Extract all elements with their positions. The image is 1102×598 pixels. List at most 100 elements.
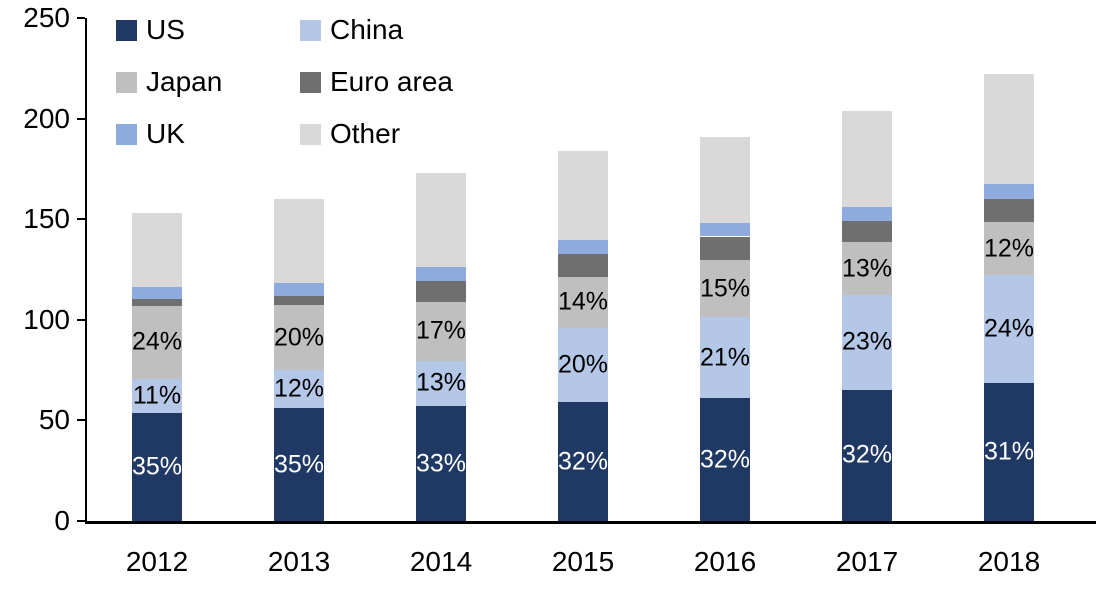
bar-label-china: 24% [983,314,1035,343]
bar-segment-other [132,213,182,287]
bar-segment-uk [700,223,750,237]
bar-segment-japan [700,259,750,318]
bar-segment-us [700,398,750,521]
legend-item-japan: Japan [116,68,222,96]
bar-label-japan: 24% [131,327,183,356]
legend-item-us: US [116,16,185,44]
bar-segment-other [558,150,608,240]
bar-segment-china [132,379,182,414]
bar-segment-euro-area [558,254,608,277]
legend-label-china: China [330,14,404,45]
legend-item-uk: UK [116,120,185,148]
legend-item-other: Other [300,120,400,148]
bar-segment-euro-area [274,295,324,306]
bar-segment-japan [558,276,608,329]
x-axis-line [85,521,1096,524]
bar-label-china: 13% [415,368,467,397]
legend-label-uk: UK [146,118,185,149]
y-tick-mark [77,17,85,19]
bar-segment-other [416,172,466,267]
bar-segment-japan [416,301,466,361]
legend-swatch-other [300,123,321,145]
legend-swatch-euro-area [300,71,321,93]
legend-swatch-japan [116,71,137,93]
bar-segment-china [700,317,750,399]
bar-segment-other [274,199,324,283]
bar-label-japan: 12% [983,234,1035,263]
bar-label-japan: 20% [273,323,325,351]
bar-segment-china [274,369,324,409]
bar-segment-japan [984,221,1034,276]
legend-label-us: US [146,14,185,45]
x-tick-label: 2018 [977,546,1041,577]
legend-item-china: China [300,16,403,44]
bar-label-us: 33% [415,449,467,478]
x-tick-label: 2012 [125,546,189,577]
bar-label-japan: 14% [557,287,609,316]
y-tick-label: 250 [23,2,70,33]
legend-label-euro-area: Euro area [330,66,453,97]
bar-segment-us [274,408,324,521]
x-tick-label: 2017 [835,546,899,577]
bar-segment-china [842,295,892,390]
y-tick-mark [77,117,85,120]
y-tick-label: 50 [38,404,70,436]
bar-segment-other [984,74,1034,184]
legend-item-euro-area: Euro area [300,68,453,96]
bar-segment-japan [842,241,892,296]
x-tick-label: 2015 [551,546,615,577]
bar-segment-euro-area [984,199,1034,222]
bar-segment-uk [416,266,466,281]
bar-label-us: 31% [983,437,1035,466]
bar-label-china: 20% [557,350,609,379]
bar-segment-us [132,413,182,521]
bar-segment-us [558,402,608,521]
bar-label-us: 32% [841,440,893,469]
bar-segment-china [558,328,608,403]
bar-segment-uk [984,183,1034,200]
bar-segment-us [416,406,466,521]
bar-segment-japan [274,305,324,370]
legend-swatch-china [300,19,321,41]
bar-segment-uk [132,287,182,300]
y-tick-mark [77,520,85,522]
bar-segment-euro-area [132,299,182,306]
y-tick-label: 100 [23,303,70,335]
bar-label-china: 11% [132,381,182,410]
bar-label-us: 35% [273,450,325,479]
legend-swatch-uk [116,123,137,145]
y-tick-mark [77,419,85,422]
legend-swatch-us [116,19,137,41]
bar-segment-uk [274,282,324,296]
bar-label-japan: 13% [841,254,893,283]
bar-segment-us [842,389,892,521]
y-tick-label: 200 [23,102,70,134]
bar-label-us: 35% [131,452,183,481]
bar-label-us: 32% [557,447,609,476]
bar-segment-euro-area [700,236,750,260]
x-tick-label: 2014 [409,546,473,577]
bar-segment-other [842,110,892,208]
bar-label-us: 32% [699,445,751,474]
bar-label-japan: 17% [415,316,467,345]
bar-label-china: 23% [841,327,893,356]
legend-label-japan: Japan [146,66,223,97]
bar-label-china: 21% [699,343,751,372]
bar-segment-euro-area [842,221,892,242]
bar-label-japan: 15% [699,274,751,302]
bar-segment-euro-area [416,280,466,302]
y-tick-label: 150 [23,203,70,235]
bar-segment-china [984,275,1034,383]
bar-segment-china [416,360,466,407]
bar-segment-uk [842,207,892,222]
bar-label-china: 12% [273,374,325,403]
y-axis-line [85,18,87,522]
y-tick-mark [77,318,85,321]
bar-segment-uk [558,239,608,255]
bar-segment-other [700,136,750,224]
bar-segment-japan [132,305,182,380]
y-tick-mark [77,218,85,221]
bar-segment-us [984,382,1034,521]
legend-label-other: Other [330,118,401,149]
